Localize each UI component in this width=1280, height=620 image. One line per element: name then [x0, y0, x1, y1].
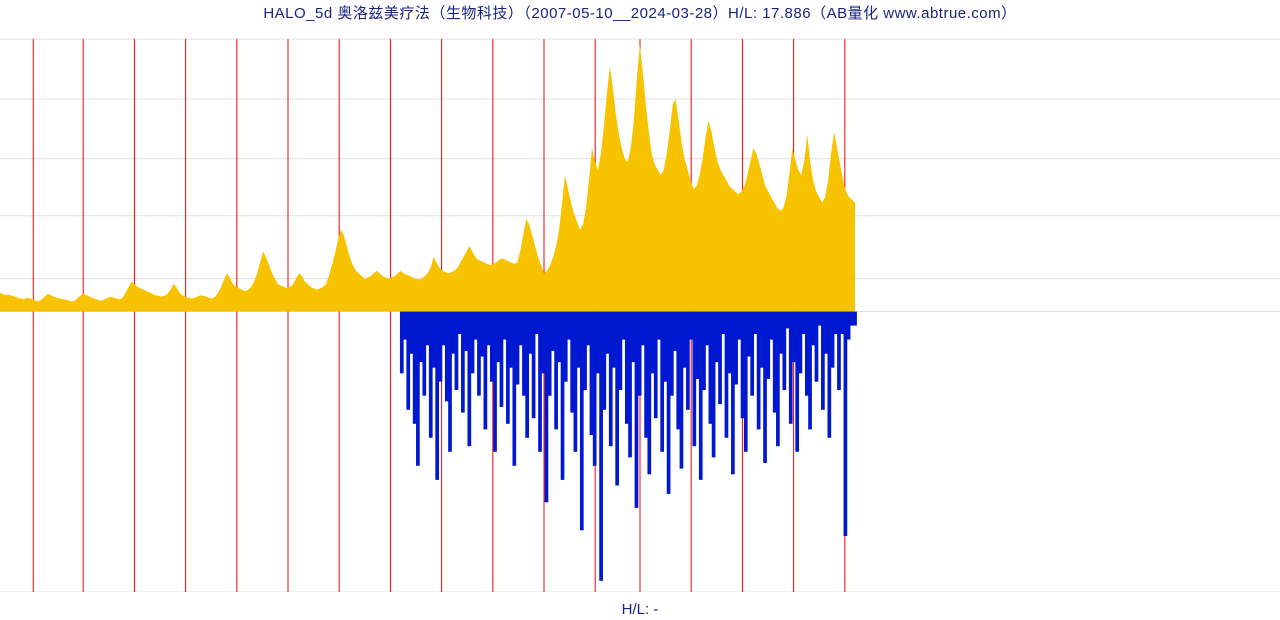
chart-container: { "chart": { "type": "area", "title": "H…	[0, 0, 1280, 620]
chart-footer-label: H/L: -	[0, 601, 1280, 618]
chart-title: HALO_5d 奥洛兹美疗法（生物科技）（2007-05-10__2024-03…	[0, 2, 1280, 23]
chart-plot	[0, 22, 1280, 592]
